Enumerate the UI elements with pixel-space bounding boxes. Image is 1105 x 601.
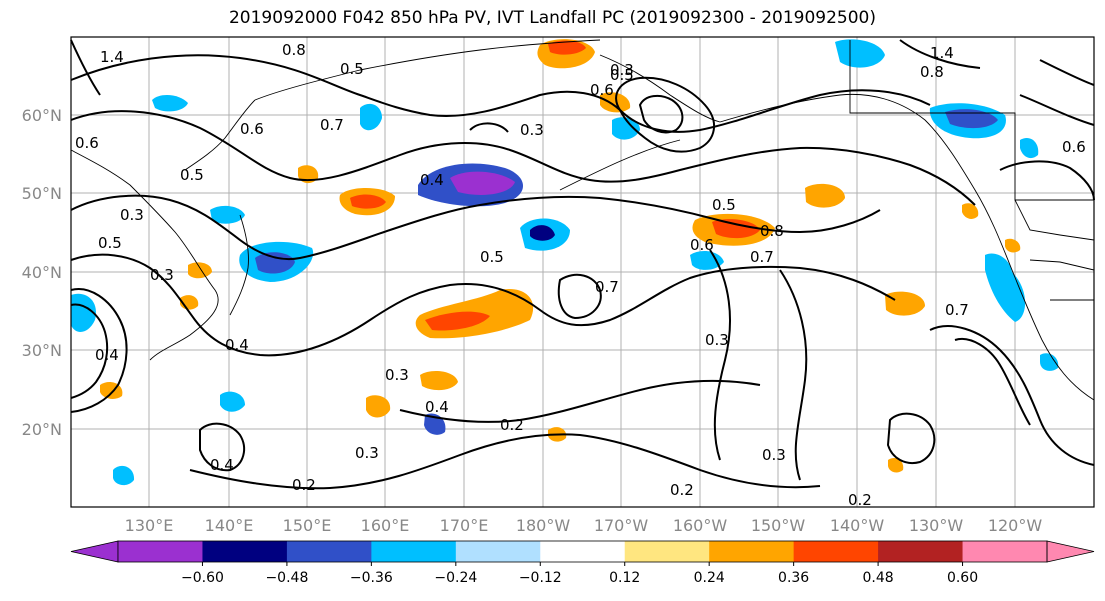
contour-label: 0.4: [210, 456, 234, 474]
contour-label: 1.4: [930, 44, 954, 62]
contour-label: 1.4: [100, 48, 124, 66]
colorbar-segment: [118, 541, 203, 562]
colorbar-segment: [962, 541, 1048, 562]
colorbar-extend-low: [70, 540, 119, 563]
contour-label: 0.3: [610, 61, 634, 79]
colorbar-segment: [878, 541, 964, 562]
colorbar-tick-label: −0.12: [519, 570, 562, 586]
contour-label: 0.2: [292, 476, 316, 494]
latitude-labels: 60°N 50°N 40°N 30°N 20°N: [22, 106, 62, 439]
colorbar-tick-label: −0.24: [434, 570, 477, 586]
lon-label: 160°E: [361, 516, 410, 535]
colorbar-segment: [624, 541, 710, 562]
contour-label: 0.6: [240, 120, 264, 138]
lat-label: 30°N: [22, 341, 62, 360]
map-title: 2019092000 F042 850 hPa PV, IVT Landfall…: [228, 8, 876, 28]
contour-label: 0.3: [520, 121, 544, 139]
lon-label: 120°W: [988, 516, 1043, 535]
contour-label: 0.8: [282, 41, 306, 59]
contour-label: 0.6: [690, 236, 714, 254]
contour-label: 0.3: [705, 331, 729, 349]
colorbar-tick-label: 0.12: [609, 570, 640, 586]
colorbar-tick-label: 0.24: [694, 570, 725, 586]
colorbar-tick-label: −0.36: [350, 570, 393, 586]
positive-anomaly-shading: [100, 39, 1021, 473]
contour-label: 0.6: [75, 134, 99, 152]
contour-label: 0.3: [355, 444, 379, 462]
lat-label: 20°N: [22, 420, 62, 439]
colorbar-segment: [286, 541, 372, 562]
contour-label: 0.4: [420, 171, 444, 189]
contour-labels: 0.8 0.5 1.4 0.7 0.6 0.3 0.4 0.5 0.6 0.3 …: [75, 41, 1086, 509]
contour-label: 0.7: [750, 248, 774, 266]
contour-label: 0.5: [340, 60, 364, 78]
lon-label: 150°W: [751, 516, 806, 535]
lat-label: 50°N: [22, 184, 62, 203]
lon-label: 170°E: [440, 516, 489, 535]
lat-label: 40°N: [22, 263, 62, 282]
contour-label: 0.4: [95, 346, 119, 364]
map-border: [70, 36, 1095, 508]
colorbar-tick-label: 0.60: [947, 570, 978, 586]
colorbar-border: [117, 540, 1048, 563]
contour-label: 0.5: [712, 196, 736, 214]
colorbar-tick-label: −0.60: [181, 570, 224, 586]
colorbar-segment: [540, 541, 626, 562]
contour-label: 0.5: [180, 166, 204, 184]
contour-label: 0.5: [480, 248, 504, 266]
contour-label: 0.4: [225, 336, 249, 354]
colorbar-tick-label: 0.48: [863, 570, 894, 586]
contour-label: 0.3: [385, 366, 409, 384]
lon-label: 130°W: [909, 516, 964, 535]
contour-label: 0.7: [595, 278, 619, 296]
contour-label: 0.5: [610, 66, 634, 84]
lon-label: 140°W: [830, 516, 885, 535]
lon-label: 130°E: [125, 516, 174, 535]
contour-label: 0.2: [848, 491, 872, 509]
contour-label: 0.5: [98, 234, 122, 252]
contour-label: 0.7: [945, 301, 969, 319]
contour-label: 0.3: [150, 266, 174, 284]
longitude-labels: 130°E 140°E 150°E 160°E 170°E 180°W 170°…: [125, 516, 1043, 535]
lon-label: 180°W: [516, 516, 571, 535]
contour-label: 0.7: [320, 116, 344, 134]
colorbar: −0.60 −0.48 −0.36 −0.24 −0.12 0.12 0.24 0.36 0.4…: [70, 540, 1095, 586]
contour-label: 0.4: [425, 398, 449, 416]
lon-label: 150°E: [283, 516, 332, 535]
colorbar-segment: [202, 541, 288, 562]
colorbar-extend-high: [1046, 540, 1095, 563]
contour-label: 0.6: [1062, 138, 1086, 156]
colorbar-segment: [455, 541, 541, 562]
contour-label: 0.8: [920, 63, 944, 81]
lon-label: 170°W: [594, 516, 649, 535]
colorbar-segment: [371, 541, 457, 562]
lon-label: 160°W: [673, 516, 728, 535]
contour-label: 0.3: [120, 206, 144, 224]
lon-label: 140°E: [205, 516, 254, 535]
colorbar-tick-label: −0.48: [265, 570, 308, 586]
pv-contours: [70, 39, 1095, 490]
coastlines: [70, 39, 1095, 401]
contour-label: 0.8: [760, 222, 784, 240]
colorbar-tick-label: 0.36: [778, 570, 809, 586]
contour-label: 0.2: [670, 481, 694, 499]
contour-label: 0.2: [500, 416, 524, 434]
lat-label: 60°N: [22, 106, 62, 125]
contour-label: 0.6: [590, 81, 614, 99]
colorbar-segment: [793, 541, 879, 562]
colorbar-segment: [709, 541, 795, 562]
contour-label: 0.3: [762, 446, 786, 464]
